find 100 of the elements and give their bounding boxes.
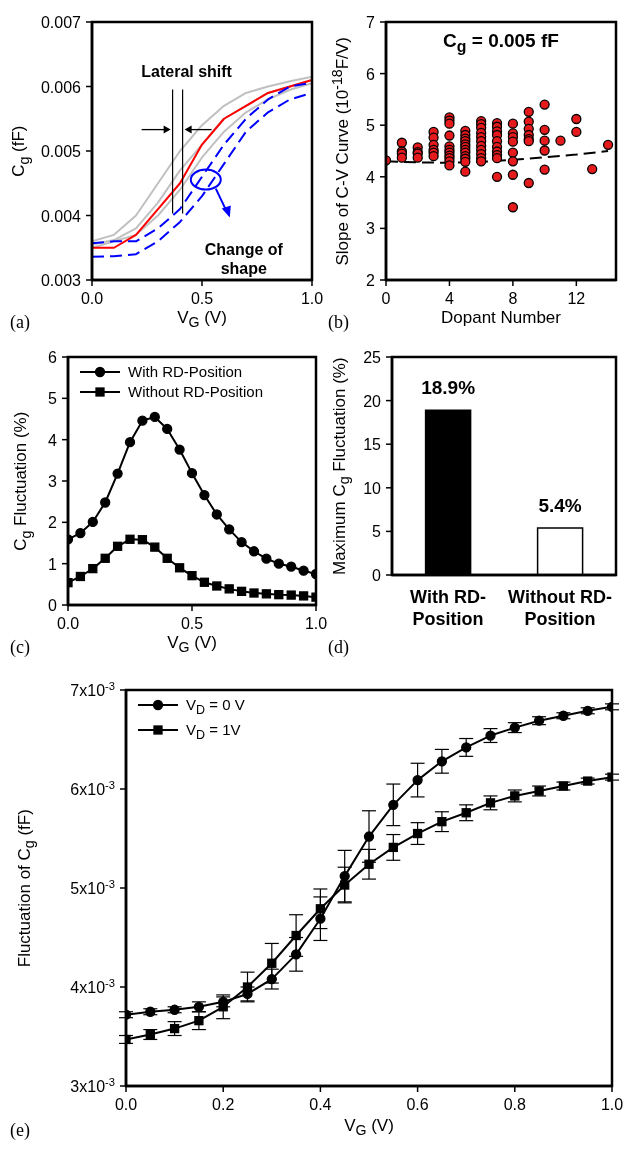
point bbox=[582, 705, 593, 716]
x-tick-label: 8 bbox=[508, 290, 518, 307]
x-tick-label: Without RD- Position bbox=[508, 587, 612, 629]
y-tick-label: 0.005 bbox=[40, 143, 82, 160]
y-tick-label: 25 bbox=[363, 349, 382, 366]
point bbox=[100, 553, 110, 563]
data-label: 5.4% bbox=[538, 494, 582, 516]
y-tick-label: 7 bbox=[366, 14, 376, 31]
x-tick-label: 0.8 bbox=[503, 1096, 527, 1113]
point bbox=[388, 842, 398, 853]
point bbox=[224, 584, 234, 594]
y-tick-label: 3x10$^{-3}$ bbox=[70, 1076, 115, 1095]
x-tick-label: 1.0 bbox=[600, 1096, 624, 1113]
x-axis-title: Dopant Number bbox=[440, 308, 562, 328]
point bbox=[224, 524, 235, 535]
point bbox=[112, 541, 123, 551]
y-tick-label: 10 bbox=[363, 479, 382, 497]
x-tick-label: 4 bbox=[445, 290, 454, 307]
point bbox=[461, 808, 471, 818]
x-tick-label: 0.5 bbox=[180, 615, 204, 632]
point bbox=[583, 776, 593, 786]
point bbox=[412, 774, 423, 786]
point bbox=[340, 880, 350, 890]
y-tick-label: 5 bbox=[48, 390, 58, 408]
point bbox=[339, 870, 350, 882]
point bbox=[364, 859, 374, 869]
y-tick-label: 0.007 bbox=[40, 14, 82, 31]
y-tick-label: 6x10$^{-3}$ bbox=[70, 779, 115, 798]
y-tick-label: 5x10$^{-3}$ bbox=[70, 878, 115, 897]
point bbox=[211, 509, 222, 520]
point bbox=[75, 527, 86, 539]
y-tick-label: 1 bbox=[48, 555, 58, 573]
x-tick-label: 0.5 bbox=[190, 290, 214, 307]
y-tick-label: 4 bbox=[48, 431, 58, 449]
y-tick-label: 2 bbox=[48, 514, 58, 532]
point bbox=[194, 1016, 204, 1026]
y-tick-label: 20 bbox=[363, 392, 382, 410]
point bbox=[187, 571, 197, 581]
point bbox=[267, 958, 277, 968]
x-tick-label: With RD- Position bbox=[410, 587, 486, 629]
y-tick-label: 0.003 bbox=[40, 272, 82, 289]
x-tick-label: 0.0 bbox=[80, 290, 104, 307]
point bbox=[150, 542, 160, 552]
data-label: 18.9% bbox=[421, 377, 476, 399]
point bbox=[174, 444, 185, 455]
point bbox=[162, 423, 173, 435]
point bbox=[298, 565, 309, 576]
point bbox=[137, 535, 148, 545]
text: (b) bbox=[328, 312, 349, 333]
point bbox=[266, 973, 277, 985]
text: (c) bbox=[10, 637, 30, 658]
point bbox=[145, 1006, 156, 1017]
y-tick-label: 4 bbox=[366, 168, 376, 186]
point bbox=[169, 1004, 180, 1015]
y-tick-label: 5 bbox=[372, 523, 382, 541]
point bbox=[242, 982, 253, 992]
x-axis-title: V$_{G}$ (V) bbox=[176, 308, 228, 331]
y-tick-label: 15 bbox=[363, 436, 382, 454]
point bbox=[461, 742, 472, 753]
point bbox=[286, 590, 296, 600]
point bbox=[236, 586, 247, 597]
y-tick-label: 2 bbox=[366, 272, 376, 289]
text: (a) bbox=[10, 312, 30, 333]
point bbox=[315, 904, 326, 914]
x-tick-label: 0.0 bbox=[114, 1096, 138, 1113]
point bbox=[88, 563, 98, 574]
y-tick-label: 7x10$^{-3}$ bbox=[70, 680, 115, 699]
point bbox=[436, 756, 448, 767]
point bbox=[174, 563, 185, 573]
point bbox=[162, 553, 172, 563]
point bbox=[87, 516, 98, 528]
x-tick-label: 0.4 bbox=[309, 1096, 332, 1113]
point bbox=[125, 534, 135, 544]
x-tick-label: 1.0 bbox=[304, 615, 328, 632]
point bbox=[100, 497, 111, 508]
legend-label: Without RD-Position bbox=[128, 383, 264, 401]
y-tick-label: 0.006 bbox=[40, 78, 82, 96]
y-tick-label: 4x10$^{-3}$ bbox=[70, 977, 115, 996]
legend-label: With RD-Position bbox=[128, 363, 243, 381]
y-tick-label: 3 bbox=[48, 473, 58, 490]
point bbox=[261, 589, 272, 599]
text: (e) bbox=[10, 1120, 30, 1141]
point bbox=[412, 828, 423, 839]
y-tick-label: 6 bbox=[48, 349, 58, 366]
point bbox=[273, 558, 284, 569]
y-tick-label: 0.004 bbox=[40, 207, 82, 225]
x-tick-label: 1.0 bbox=[300, 290, 324, 307]
point bbox=[137, 415, 148, 426]
x-tick-label: 12 bbox=[567, 290, 586, 307]
point bbox=[199, 489, 210, 501]
point bbox=[236, 537, 247, 548]
point bbox=[212, 581, 222, 591]
point bbox=[124, 437, 136, 448]
x-tick-label: 0.2 bbox=[212, 1096, 235, 1113]
point bbox=[274, 590, 284, 600]
annotation: Lateral shift bbox=[140, 61, 233, 81]
point bbox=[75, 571, 86, 582]
point bbox=[315, 913, 326, 924]
text: (d) bbox=[328, 637, 349, 658]
y-tick-label: 5 bbox=[366, 117, 376, 135]
